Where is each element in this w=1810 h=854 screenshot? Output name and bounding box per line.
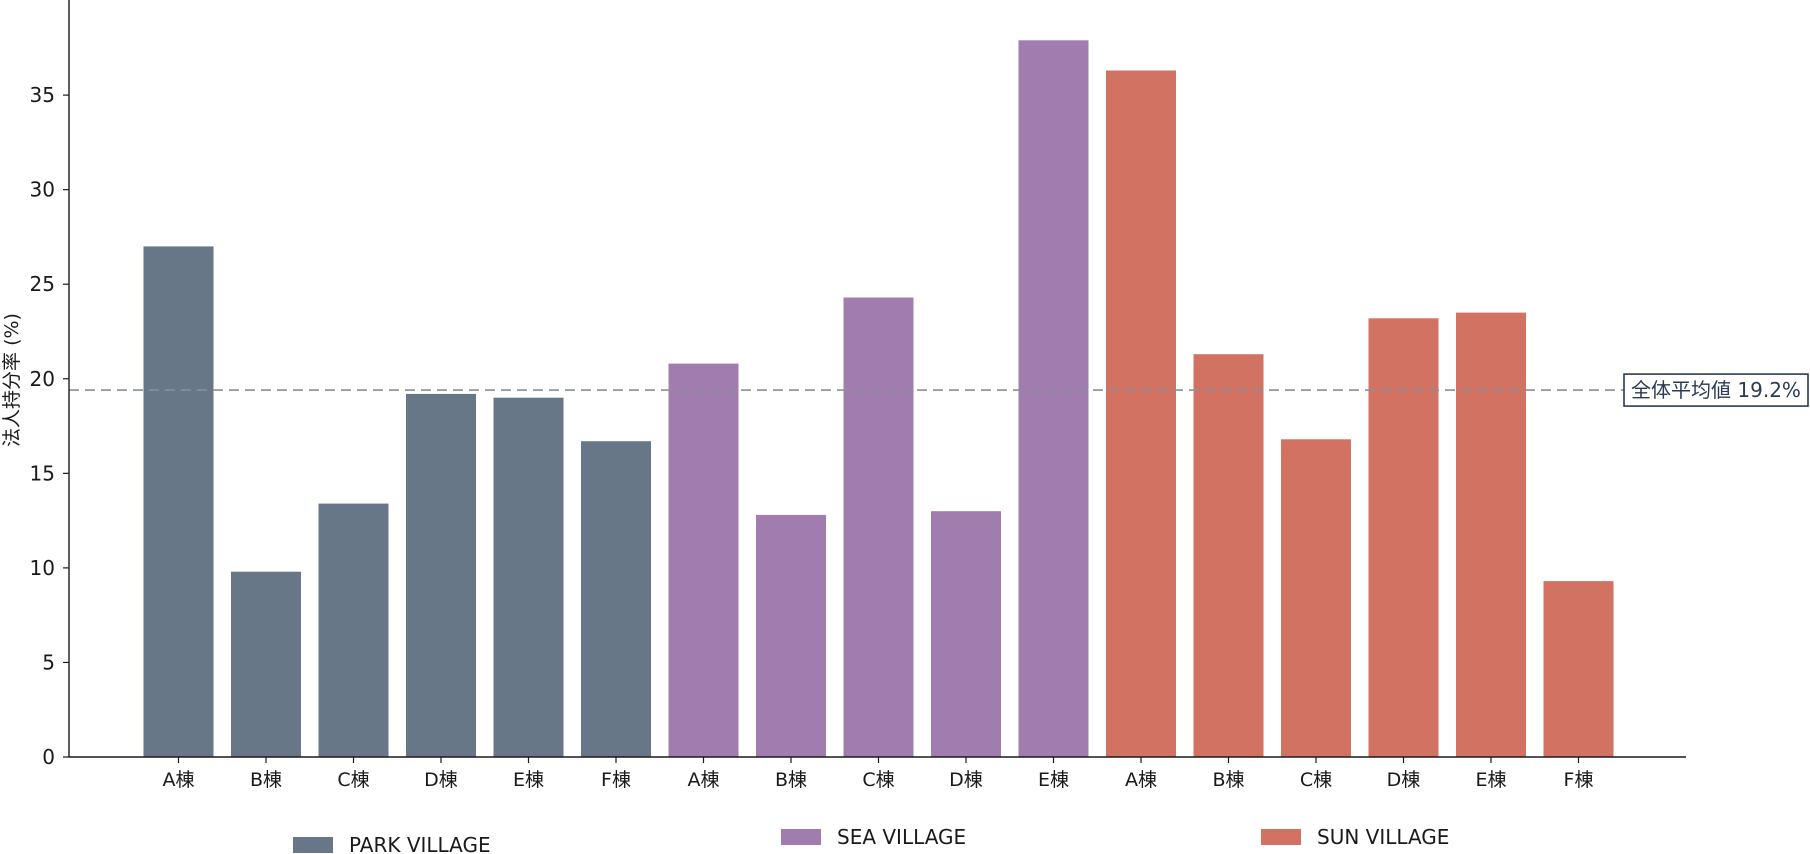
bar-park-village-2 (231, 571, 301, 757)
y-tick-label: 15 (30, 461, 55, 485)
legend-label-sea-village: SEA VILLAGE (837, 825, 966, 849)
bar-sun-village-3 (1281, 439, 1351, 757)
average-label-box (1623, 373, 1809, 407)
legend-label-park-village: PARK VILLAGE (349, 833, 491, 854)
reference-line-layer: 全体平均値 19.2% (69, 373, 1810, 407)
bar-sea-village-5 (1018, 40, 1089, 758)
bar-sea-village-3 (843, 297, 914, 757)
x-tick-label: B棟 (1212, 769, 1244, 791)
y-tick-label: 25 (30, 272, 55, 296)
x-tick-label: C棟 (1300, 769, 1332, 791)
x-tick-label: C棟 (337, 769, 369, 791)
axes-layer: A棟 B棟 C棟 D棟 E棟 F棟 A棟 B棟 C棟 D棟 E棟 A棟 B棟 C棟 D棟 E棟 F棟 0 5 10 15… (1, 0, 1686, 791)
bars-layer (143, 40, 1614, 758)
x-tick-label: A棟 (688, 769, 720, 791)
bar-sun-village-4 (1368, 318, 1439, 757)
bar-sea-village-1 (668, 363, 739, 757)
bar-park-village-3 (318, 503, 389, 757)
x-tick-label: A棟 (163, 769, 195, 791)
bar-sun-village-1 (1106, 70, 1176, 757)
y-tick-label: 35 (30, 83, 55, 107)
x-tick-label: D棟 (1387, 769, 1421, 791)
x-tick-label: B棟 (775, 769, 807, 791)
y-tick-label: 0 (42, 745, 55, 769)
average-label: 全体平均値 19.2% (1631, 378, 1801, 402)
x-tick-label: B棟 (250, 769, 282, 791)
x-tick-label: E棟 (513, 769, 544, 791)
y-tick-label: 30 (30, 178, 55, 202)
bar-park-village-6 (581, 441, 651, 757)
legend-swatch-sun-village (1261, 829, 1301, 845)
bar-sea-village-4 (931, 511, 1001, 757)
x-tick-label: C棟 (862, 769, 894, 791)
x-tick-label: D棟 (949, 769, 983, 791)
legend-swatch-sea-village (781, 829, 821, 845)
legend-swatch-park-village (293, 837, 333, 853)
bar-park-village-1 (143, 246, 214, 757)
x-tick-label: F棟 (1564, 769, 1594, 791)
bar-sun-village-2 (1193, 354, 1264, 757)
y-tick-label: 5 (42, 650, 55, 674)
legend-label-sun-village: SUN VILLAGE (1317, 825, 1449, 849)
bar-park-village-5 (493, 397, 564, 757)
x-tick-label: E棟 (1038, 769, 1069, 791)
bar-park-village-4 (406, 393, 476, 757)
x-tick-label: E棟 (1475, 769, 1506, 791)
x-tick-label: D棟 (424, 769, 458, 791)
bar-sea-village-2 (756, 514, 826, 757)
x-tick-label: F棟 (601, 769, 631, 791)
y-axis-label: 法人持分率 (%) (1, 313, 23, 447)
legend: PARK VILLAGE SEA VILLAGE SUN VILLAGE (293, 825, 1449, 854)
bar-sun-village-5 (1456, 312, 1526, 757)
y-tick-label: 20 (30, 367, 55, 391)
x-tick-label: A棟 (1125, 769, 1157, 791)
y-tick-label: 10 (30, 556, 55, 580)
bar-sun-village-6 (1543, 581, 1614, 757)
